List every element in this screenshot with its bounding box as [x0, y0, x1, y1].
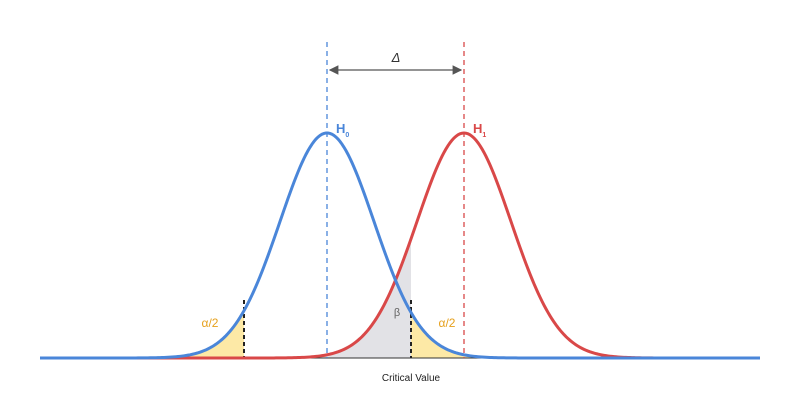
critical-value-label: Critical Value — [382, 373, 441, 384]
h1-label: H1 — [473, 121, 486, 139]
beta-label: β — [394, 307, 400, 319]
delta-label: Δ — [391, 50, 401, 65]
alpha-left-label: α/2 — [202, 316, 219, 330]
h0-curve — [40, 131, 760, 360]
h0-label: H0 — [336, 121, 349, 139]
alpha-left-region — [150, 310, 244, 358]
alpha-right-label: α/2 — [439, 316, 456, 330]
h0-subscript: 0 — [345, 132, 349, 139]
alpha-right-region — [411, 312, 520, 358]
beta-region — [300, 238, 411, 358]
h1-subscript: 1 — [482, 132, 486, 139]
h0-letter: H — [336, 121, 345, 136]
h1-letter: H — [473, 121, 482, 136]
